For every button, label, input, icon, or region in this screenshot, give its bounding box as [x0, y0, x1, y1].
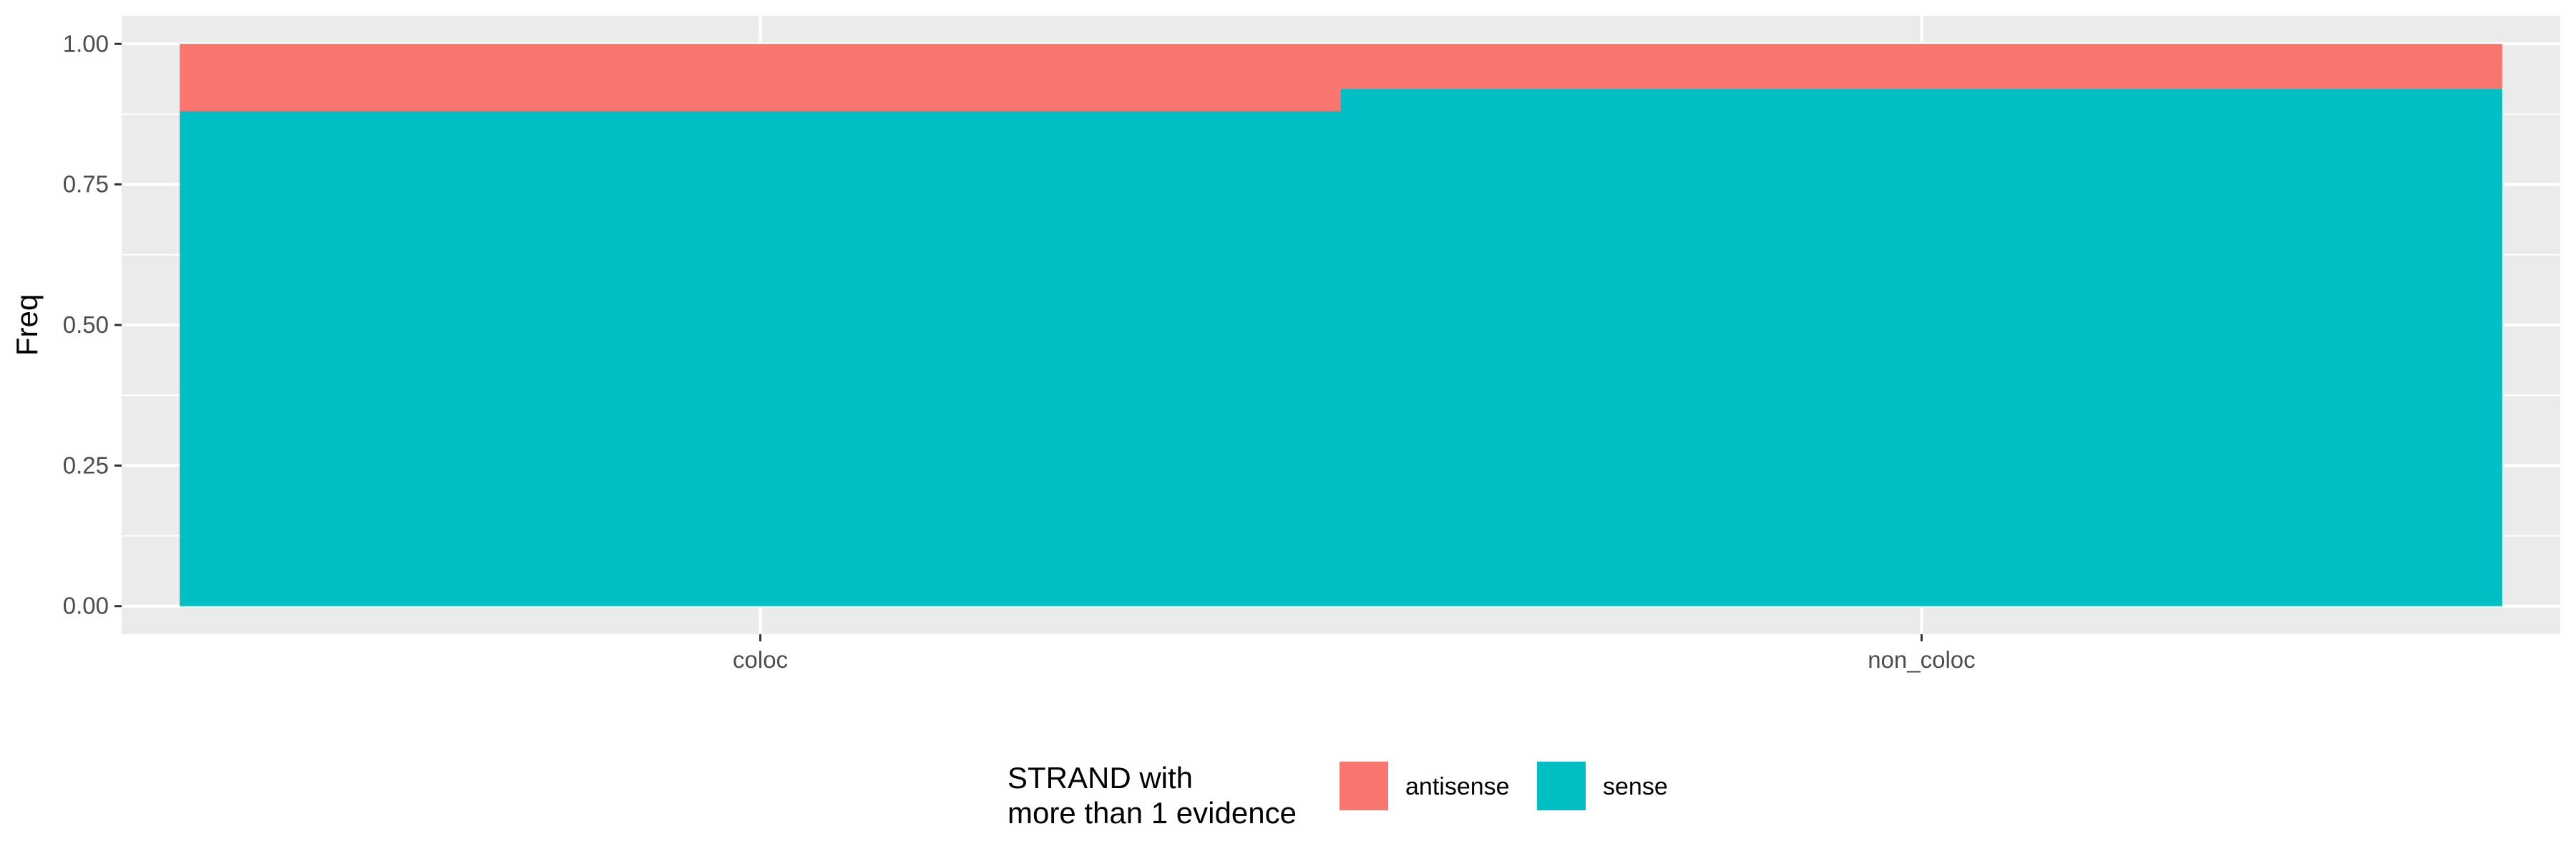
- x-tick-label: coloc: [733, 646, 788, 673]
- legend-title: STRAND with: [1008, 761, 1193, 795]
- bars: [180, 44, 2502, 606]
- y-tick-label: 0.00: [63, 593, 109, 619]
- legend: STRAND with more than 1 evidence antisen…: [1008, 761, 1668, 830]
- legend-label-antisense: antisense: [1405, 773, 1510, 800]
- x-tick-label: non_coloc: [1868, 646, 1975, 673]
- legend-key-antisense: [1340, 762, 1388, 810]
- bar-antisense-non_coloc: [1341, 44, 2502, 89]
- bar-sense-coloc: [180, 111, 1342, 606]
- bar-antisense-coloc: [180, 44, 1342, 112]
- bar-sense-non_coloc: [1341, 89, 2502, 606]
- y-tick-label: 0.75: [63, 171, 109, 198]
- x-axis: coloc non_coloc: [733, 634, 1976, 673]
- y-axis: 0.00 0.25 0.50 0.75 1.00: [63, 30, 122, 619]
- legend-key-sense: [1537, 762, 1586, 810]
- y-tick-label: 0.25: [63, 452, 109, 478]
- legend-label-sense: sense: [1603, 773, 1668, 800]
- y-tick-label: 0.50: [63, 311, 109, 338]
- y-axis-title: Freq: [10, 294, 44, 356]
- legend-title-line-2: more than 1 evidence: [1008, 796, 1297, 830]
- y-tick-label: 1.00: [63, 30, 109, 57]
